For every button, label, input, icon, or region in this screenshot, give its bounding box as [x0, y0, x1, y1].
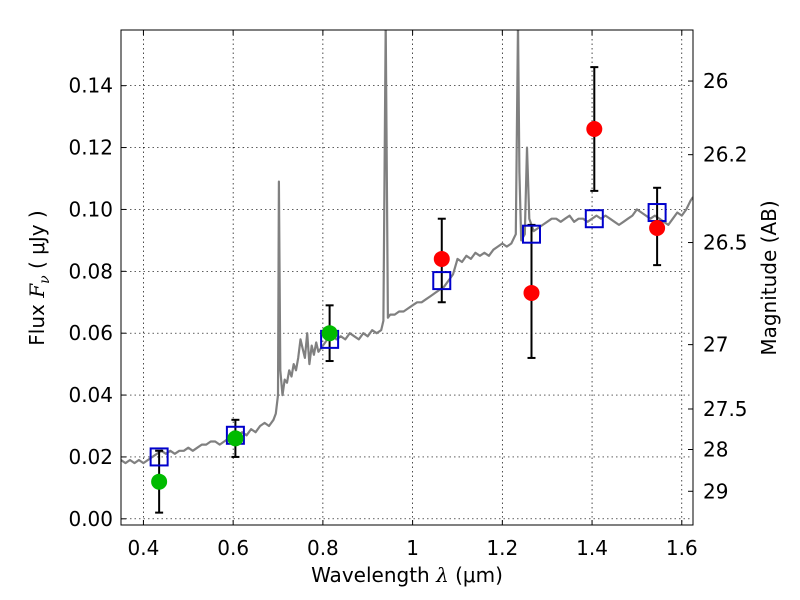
bandpass-square-marker: [521, 224, 541, 244]
x-tick-label: 0.4: [128, 536, 160, 560]
errorbar-layer: [155, 66, 662, 514]
x-axis-label: Wavelength λ (μm): [311, 563, 503, 587]
spectrum-layer: [121, 30, 693, 465]
y-tick-label: 0.06: [68, 321, 113, 345]
bandpass-square-marker: [149, 447, 169, 467]
bandpass-square-marker: [584, 209, 604, 229]
detections-green-point: [227, 430, 244, 447]
bandpass-marker-layer: [149, 203, 667, 467]
x-tick-label: 1: [406, 536, 419, 560]
detections-red-point: [649, 220, 666, 236]
x-tick-label: 1.6: [666, 536, 698, 560]
y-tick-label: 0.04: [68, 383, 113, 407]
detection-marker-layer: [151, 121, 666, 490]
y2-tick-label: 29: [703, 479, 728, 503]
y2-tick-label: 26: [703, 69, 728, 93]
x-axis: 0.4 0.6 0.8 1 1.2 1.4 1.6: [128, 30, 698, 560]
model-spectrum-line: [121, 30, 693, 465]
x-tick-label: 0.8: [307, 536, 339, 560]
plot-frame: [120, 29, 694, 526]
y-tick-label: 0.14: [68, 74, 113, 98]
nu-subscript: ν: [37, 275, 53, 284]
x-tick-label: 0.6: [217, 536, 249, 560]
x-tick-label: 1.2: [486, 536, 518, 560]
y-tick-label: 0.08: [68, 259, 113, 283]
y2-tick-label: 28: [703, 438, 728, 462]
y-tick-label: 0.12: [68, 136, 113, 160]
grid: [121, 30, 693, 525]
bandpass-square-marker: [432, 271, 452, 291]
y2-axis: 26 26.2 26.5 27 27.5 28 29: [688, 69, 748, 503]
detections-red-point: [433, 250, 450, 267]
y2-tick-label: 27: [703, 333, 728, 357]
detections-green-point: [151, 473, 168, 490]
detections-green-point: [321, 325, 338, 342]
detections-red-point: [523, 284, 540, 301]
y2-tick-label: 27.5: [703, 397, 748, 421]
flux-symbol: F: [25, 283, 49, 299]
y2-tick-label: 26.2: [703, 143, 748, 167]
y-tick-label: 0.02: [68, 445, 113, 469]
y2-tick-label: 26.5: [703, 231, 748, 255]
y-axis-label: Flux Fν ( μJy ): [25, 210, 53, 345]
lambda-symbol: λ: [435, 563, 449, 587]
y-tick-label: 0.00: [68, 507, 113, 531]
x-tick-label: 1.4: [576, 536, 608, 560]
y-tick-label: 0.10: [68, 197, 113, 221]
y2-axis-label: Magnitude (AB): [757, 200, 781, 355]
y-axis: 0.00 0.02 0.04 0.06 0.08 0.10 0.12 0.14: [68, 74, 126, 531]
detections-red-point: [586, 121, 603, 137]
